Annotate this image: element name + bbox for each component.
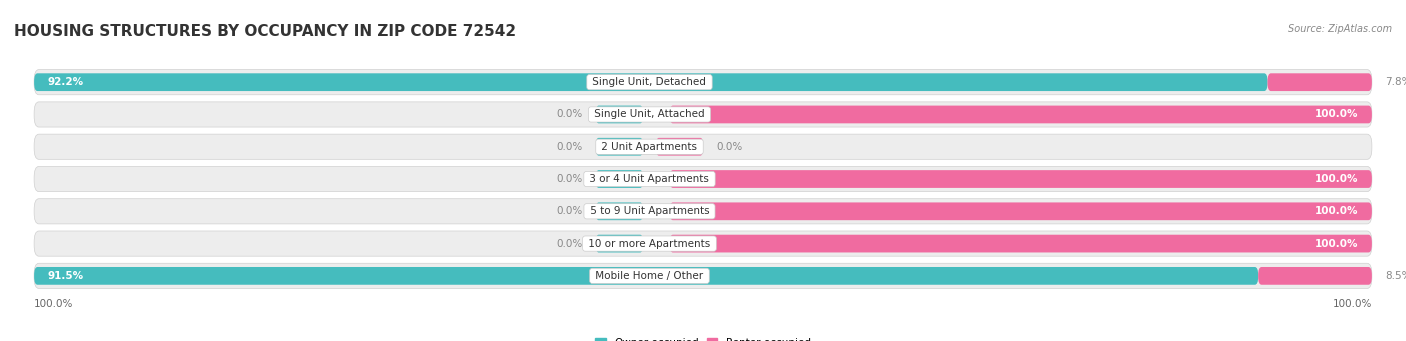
Text: Single Unit, Attached: Single Unit, Attached xyxy=(591,109,709,119)
Text: Mobile Home / Other: Mobile Home / Other xyxy=(592,271,707,281)
Text: 100.0%: 100.0% xyxy=(1315,174,1358,184)
Text: 91.5%: 91.5% xyxy=(48,271,83,281)
Text: 0.0%: 0.0% xyxy=(557,206,582,216)
Text: 0.0%: 0.0% xyxy=(557,174,582,184)
Text: 10 or more Apartments: 10 or more Apartments xyxy=(585,239,714,249)
Text: 5 to 9 Unit Apartments: 5 to 9 Unit Apartments xyxy=(586,206,713,216)
FancyBboxPatch shape xyxy=(669,235,1372,252)
Text: 0.0%: 0.0% xyxy=(557,142,582,152)
FancyBboxPatch shape xyxy=(34,102,1372,127)
FancyBboxPatch shape xyxy=(34,267,1258,285)
FancyBboxPatch shape xyxy=(34,73,1268,91)
FancyBboxPatch shape xyxy=(34,70,1372,95)
Text: 100.0%: 100.0% xyxy=(34,299,73,309)
Text: 7.8%: 7.8% xyxy=(1385,77,1406,87)
Text: 100.0%: 100.0% xyxy=(1333,299,1372,309)
FancyBboxPatch shape xyxy=(596,170,643,188)
FancyBboxPatch shape xyxy=(669,170,1372,188)
Text: 0.0%: 0.0% xyxy=(557,109,582,119)
Text: HOUSING STRUCTURES BY OCCUPANCY IN ZIP CODE 72542: HOUSING STRUCTURES BY OCCUPANCY IN ZIP C… xyxy=(14,24,516,39)
Text: 2 Unit Apartments: 2 Unit Apartments xyxy=(599,142,700,152)
FancyBboxPatch shape xyxy=(596,235,643,252)
FancyBboxPatch shape xyxy=(34,199,1372,224)
FancyBboxPatch shape xyxy=(596,203,643,220)
FancyBboxPatch shape xyxy=(596,106,643,123)
FancyBboxPatch shape xyxy=(1268,73,1372,91)
Legend: Owner-occupied, Renter-occupied: Owner-occupied, Renter-occupied xyxy=(595,338,811,341)
FancyBboxPatch shape xyxy=(34,134,1372,159)
FancyBboxPatch shape xyxy=(669,106,1372,123)
FancyBboxPatch shape xyxy=(34,166,1372,192)
FancyBboxPatch shape xyxy=(34,263,1372,288)
Text: 0.0%: 0.0% xyxy=(557,239,582,249)
Text: 100.0%: 100.0% xyxy=(1315,239,1358,249)
Text: 100.0%: 100.0% xyxy=(1315,206,1358,216)
Text: 100.0%: 100.0% xyxy=(1315,109,1358,119)
Text: Source: ZipAtlas.com: Source: ZipAtlas.com xyxy=(1288,24,1392,34)
Text: 0.0%: 0.0% xyxy=(717,142,742,152)
Text: 8.5%: 8.5% xyxy=(1385,271,1406,281)
FancyBboxPatch shape xyxy=(596,138,643,155)
Text: 92.2%: 92.2% xyxy=(48,77,83,87)
Text: 3 or 4 Unit Apartments: 3 or 4 Unit Apartments xyxy=(586,174,713,184)
FancyBboxPatch shape xyxy=(1258,267,1372,285)
FancyBboxPatch shape xyxy=(669,203,1372,220)
FancyBboxPatch shape xyxy=(34,231,1372,256)
FancyBboxPatch shape xyxy=(657,138,703,155)
Text: Single Unit, Detached: Single Unit, Detached xyxy=(589,77,710,87)
